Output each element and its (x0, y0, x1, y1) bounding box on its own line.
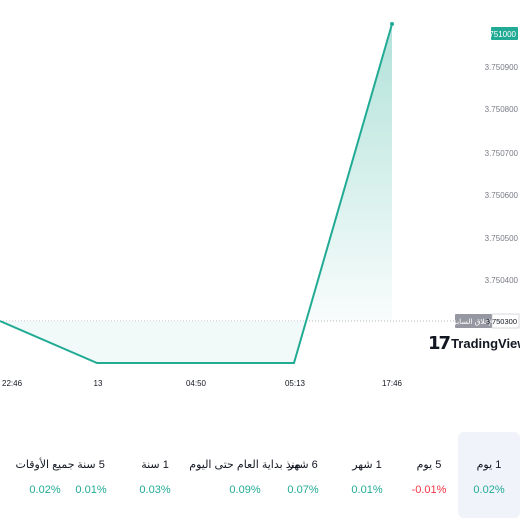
x-tick-label: 17:46 (382, 379, 403, 388)
period-label: 5 يوم (416, 459, 442, 471)
tradingview-wordmark: TradingView (451, 335, 520, 351)
y-tick-label: 3.750800 (485, 105, 519, 114)
period-option[interactable]: 1 شهر 0.01% (336, 432, 398, 518)
previous-close-label-box (455, 314, 492, 328)
period-option[interactable]: منذ بداية العام حتى اليوم 0.09% (189, 432, 300, 518)
period-label: منذ بداية العام حتى اليوم (189, 459, 301, 471)
y-tick-label: 3.750700 (485, 149, 519, 158)
period-label: 1 سنة (141, 459, 169, 471)
area-fill-below (0, 321, 307, 363)
price-line (0, 23, 393, 364)
period-option[interactable]: 6 شهر 0.07% (272, 432, 334, 518)
period-change-value: 0.02% (29, 484, 61, 496)
period-change-value: 0.02% (473, 484, 505, 496)
tradingview-mark-icon: 17 (428, 332, 451, 354)
period-change-value: 0.09% (229, 484, 261, 496)
period-label: 5 سنة (77, 459, 105, 471)
period-selector: 1 يوم 0.02% 5 يوم -0.01% 1 شهر 0.01% 6 شهر 0.07… (0, 432, 520, 520)
y-tick-label: 3.750600 (485, 191, 519, 200)
x-tick-label: 13 (94, 379, 103, 388)
x-tick-label: 22:46 (2, 379, 23, 388)
period-label: جميع الأوقات (15, 459, 75, 471)
period-change-value: 0.01% (75, 484, 107, 496)
period-change-value: 0.03% (139, 484, 171, 496)
period-option[interactable]: جميع الأوقات 0.02% (10, 432, 80, 518)
period-change-value: 0.01% (351, 484, 383, 496)
x-tick-label: 04:50 (186, 379, 207, 388)
x-tick-label: 05:13 (285, 379, 306, 388)
period-option[interactable]: 5 سنة 0.01% (60, 432, 122, 518)
chart-canvas[interactable]: 3.750900 3.750800 3.750700 3.750600 3.750500… (0, 0, 520, 430)
period-change-value: 0.07% (287, 484, 319, 496)
previous-close-label: الإغلاق السابق (451, 317, 495, 326)
tradingview-logo[interactable]: 17 TradingView (428, 332, 520, 354)
y-tick-label: 3.750900 (485, 63, 519, 72)
period-label: 1 شهر (352, 459, 382, 471)
period-change-value: -0.01% (411, 484, 447, 496)
period-option[interactable]: 5 يوم -0.01% (398, 432, 460, 518)
period-label: 1 يوم (476, 459, 502, 471)
period-label: 6 شهر (288, 459, 318, 471)
current-price-tag (491, 27, 518, 40)
y-tick-label: 3.750400 (485, 276, 519, 285)
previous-close-value-box (491, 313, 520, 329)
previous-close-value: 3.750300 (486, 317, 517, 326)
period-option[interactable]: 1 سنة 0.03% (124, 432, 186, 518)
y-tick-label: 3.750500 (485, 234, 519, 243)
last-price-dot (390, 22, 394, 26)
current-price-value: 3.751000 (483, 30, 517, 39)
period-option[interactable]: 1 يوم 0.02% (458, 432, 520, 518)
price-chart[interactable]: 3.750900 3.750800 3.750700 3.750600 3.750500… (0, 0, 520, 430)
